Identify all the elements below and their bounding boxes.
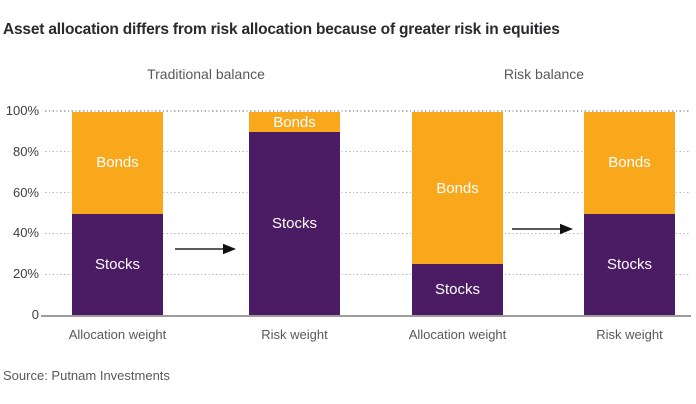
bar-segment-bonds: Bonds	[412, 112, 503, 265]
segment-label-bonds: Bonds	[608, 154, 651, 172]
gridline-40	[45, 232, 691, 235]
y-axis-tick-label: 80%	[12, 143, 39, 159]
gridline-20	[45, 273, 691, 275]
bar-segment-bonds: Bonds	[72, 112, 163, 214]
y-axis-tick-label: 100%	[5, 103, 39, 118]
gridline-100	[45, 110, 691, 112]
bar-segment-stocks: Stocks	[584, 213, 675, 315]
segment-label-bonds: Bonds	[96, 154, 139, 172]
y-axis-tick-label: 40%	[12, 225, 39, 241]
y-axis-tick-label: 20%	[12, 266, 39, 282]
bar-segment-bonds: Bonds	[249, 112, 340, 133]
stacked-bar-allocation-weight: Bonds Stocks	[72, 112, 163, 315]
x-axis-line	[41, 315, 691, 317]
source-note: Source: Putnam Investments	[3, 368, 170, 383]
right-arrow-icon	[512, 223, 573, 235]
gridline-80	[45, 151, 691, 153]
bar-segment-stocks: Stocks	[412, 264, 503, 315]
gridline-60	[45, 191, 691, 194]
right-arrow-icon	[175, 243, 236, 255]
y-axis-tick-label: 60%	[12, 184, 39, 200]
stacked-bar-risk-weight: Bonds Stocks	[584, 112, 675, 315]
segment-label-bonds: Bonds	[436, 179, 479, 197]
bar-segment-bonds: Bonds	[584, 112, 675, 214]
bar-segment-stocks: Stocks	[72, 213, 163, 315]
chart-title: Asset allocation differs from risk alloc…	[3, 21, 560, 38]
x-axis-label: Risk weight	[261, 327, 328, 342]
x-axis-label: Risk weight	[596, 327, 663, 342]
segment-label-stocks: Stocks	[434, 281, 480, 299]
group-label-risk-balance: Risk balance	[503, 66, 585, 82]
bar-segment-stocks: Stocks	[249, 132, 340, 315]
stacked-bar-allocation-weight: Bonds Stocks	[412, 112, 503, 315]
y-axis-tick-label: 0	[31, 307, 39, 322]
segment-label-bonds: Bonds	[273, 113, 316, 131]
segment-label-stocks: Stocks	[606, 255, 652, 273]
group-label-traditional-balance: Traditional balance	[147, 66, 265, 82]
segment-label-stocks: Stocks	[271, 215, 317, 233]
x-axis-label: Allocation weight	[68, 327, 167, 342]
segment-label-stocks: Stocks	[94, 255, 140, 273]
stacked-bar-risk-weight: Bonds Stocks	[249, 112, 340, 315]
x-axis-label: Allocation weight	[408, 327, 507, 342]
